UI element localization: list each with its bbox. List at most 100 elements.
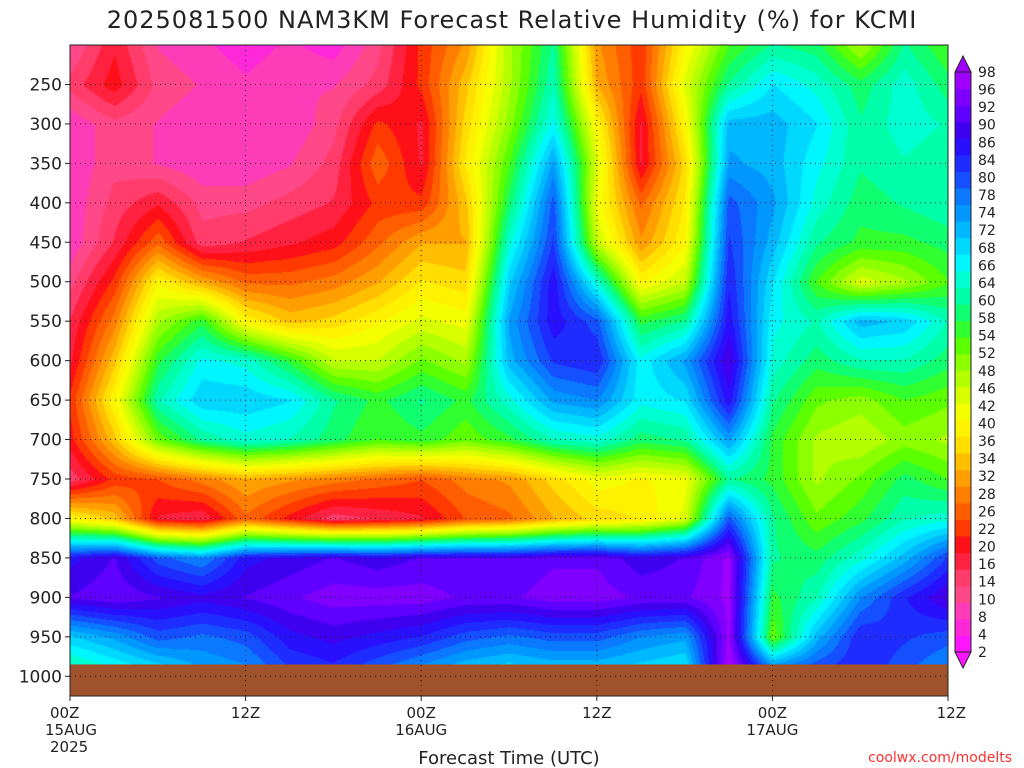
colorbar-swatch xyxy=(955,469,971,487)
colorbar-tick-label: 14 xyxy=(978,575,996,591)
colorbar-tick-label: 42 xyxy=(978,399,996,415)
colorbar-tick-label: 54 xyxy=(978,329,996,345)
colorbar-tick-label: 84 xyxy=(978,153,996,169)
colorbar-swatch xyxy=(955,204,971,222)
x-tick-label: 12Z xyxy=(937,704,966,722)
y-tick-label: 400 xyxy=(30,194,62,214)
colorbar-tick-label: 96 xyxy=(978,83,996,99)
colorbar-swatch xyxy=(955,237,971,255)
colorbar-tick-label: 60 xyxy=(978,293,996,309)
colorbar-swatch xyxy=(955,618,971,636)
ground-below-surface xyxy=(70,664,948,696)
y-tick-label: 950 xyxy=(30,628,62,648)
colorbar-swatch xyxy=(955,602,971,620)
colorbar-tick-label: 22 xyxy=(978,522,996,538)
colorbar-tick-label: 8 xyxy=(978,610,987,626)
y-tick-label: 750 xyxy=(30,470,62,490)
colorbar-tick-label: 40 xyxy=(978,417,996,433)
colorbar-swatch xyxy=(955,121,971,139)
colorbar-tick-label: 72 xyxy=(978,223,996,239)
rh-heatmap xyxy=(70,45,948,696)
colorbar-frame xyxy=(954,71,972,653)
colorbar-tick-label: 2 xyxy=(978,645,987,661)
colorbar-swatch xyxy=(955,552,971,570)
colorbar-swatch xyxy=(955,486,971,504)
y-tick-label: 300 xyxy=(30,115,62,135)
y-tick-label: 800 xyxy=(30,509,62,529)
colorbar-tick-label: 28 xyxy=(978,487,996,503)
y-tick-label: 550 xyxy=(30,312,62,332)
colorbar-swatch xyxy=(955,436,971,454)
colorbar-swatch xyxy=(955,105,971,123)
x-axis-title: Forecast Time (UTC) xyxy=(418,748,599,768)
x-tick-label: 12Z xyxy=(582,704,611,722)
x-tick-label: 00Z xyxy=(407,704,436,722)
y-tick-label: 900 xyxy=(30,588,62,608)
colorbar-swatch xyxy=(955,188,971,206)
credit-text: coolwx.com/modelts xyxy=(868,750,1012,766)
colorbar-swatch xyxy=(955,304,971,322)
colorbar-tick-label: 66 xyxy=(978,258,996,274)
colorbar-swatch xyxy=(955,519,971,537)
colorbar-tick-label: 80 xyxy=(978,170,996,186)
y-tick-label: 450 xyxy=(30,233,62,253)
colorbar-swatch xyxy=(955,337,971,355)
y-tick-label: 600 xyxy=(30,352,62,372)
x-date-label: 16AUG xyxy=(395,721,447,739)
colorbar-tick-label: 48 xyxy=(978,364,996,380)
x-date-label: 15AUG xyxy=(45,721,97,739)
colorbar-swatch xyxy=(955,386,971,404)
y-axis: 250 300 350 400 450 500 550 600 650 700 750 800 850 9… xyxy=(19,75,70,687)
colorbar-tick-label: 90 xyxy=(978,118,996,134)
colorbar-swatch xyxy=(955,403,971,421)
y-tick-label: 850 xyxy=(30,549,62,569)
colorbar-tick-label: 34 xyxy=(978,452,996,468)
colorbar-swatch xyxy=(955,88,971,106)
colorbar-tick-label: 20 xyxy=(978,540,996,556)
colorbar-swatch xyxy=(955,154,971,172)
colorbar-swatch xyxy=(955,353,971,371)
colorbar-swatch xyxy=(955,270,971,288)
y-tick-label: 650 xyxy=(30,391,62,411)
colorbar-swatch xyxy=(955,72,971,90)
colorbar-tick-label: 58 xyxy=(978,311,996,327)
plot-frame xyxy=(69,44,949,697)
colorbar-swatch xyxy=(955,569,971,587)
colorbar-swatch xyxy=(955,502,971,520)
x-year-label: 2025 xyxy=(50,738,88,756)
y-tick-label: 500 xyxy=(30,273,62,293)
y-tick-label: 250 xyxy=(30,75,62,95)
colorbar: 9896929086848078747268666460585452484642… xyxy=(954,54,996,670)
colorbar-swatch xyxy=(955,171,971,189)
colorbar-swatch xyxy=(955,536,971,554)
colorbar-swatch xyxy=(955,635,971,653)
colorbar-swatch xyxy=(955,320,971,338)
colorbar-swatch xyxy=(955,254,971,272)
colorbar-swatch xyxy=(955,453,971,471)
y-tick-label: 1000 xyxy=(19,667,62,687)
colorbar-tick-label: 4 xyxy=(978,627,987,643)
colorbar-swatch xyxy=(955,370,971,388)
colorbar-swatch xyxy=(955,287,971,305)
colorbar-swatch xyxy=(955,138,971,156)
x-tick-label: 12Z xyxy=(231,704,260,722)
colorbar-swatch xyxy=(955,420,971,438)
colorbar-min-arrow xyxy=(954,651,972,670)
y-tick-label: 350 xyxy=(30,154,62,174)
colorbar-tick-label: 98 xyxy=(978,65,996,81)
y-tick-label: 700 xyxy=(30,431,62,451)
colorbar-tick-label: 86 xyxy=(978,135,996,151)
colorbar-tick-label: 92 xyxy=(978,100,996,116)
colorbar-tick-label: 36 xyxy=(978,434,996,450)
colorbar-tick-label: 16 xyxy=(978,557,996,573)
colorbar-tick-label: 52 xyxy=(978,346,996,362)
colorbar-swatch xyxy=(955,585,971,603)
x-tick-label: 00Z xyxy=(758,704,787,722)
colorbar-tick-label: 74 xyxy=(978,206,996,222)
colorbar-swatch xyxy=(955,221,971,239)
colorbar-tick-label: 10 xyxy=(978,592,996,608)
colorbar-tick-label: 32 xyxy=(978,469,996,485)
x-date-label: 17AUG xyxy=(746,721,798,739)
